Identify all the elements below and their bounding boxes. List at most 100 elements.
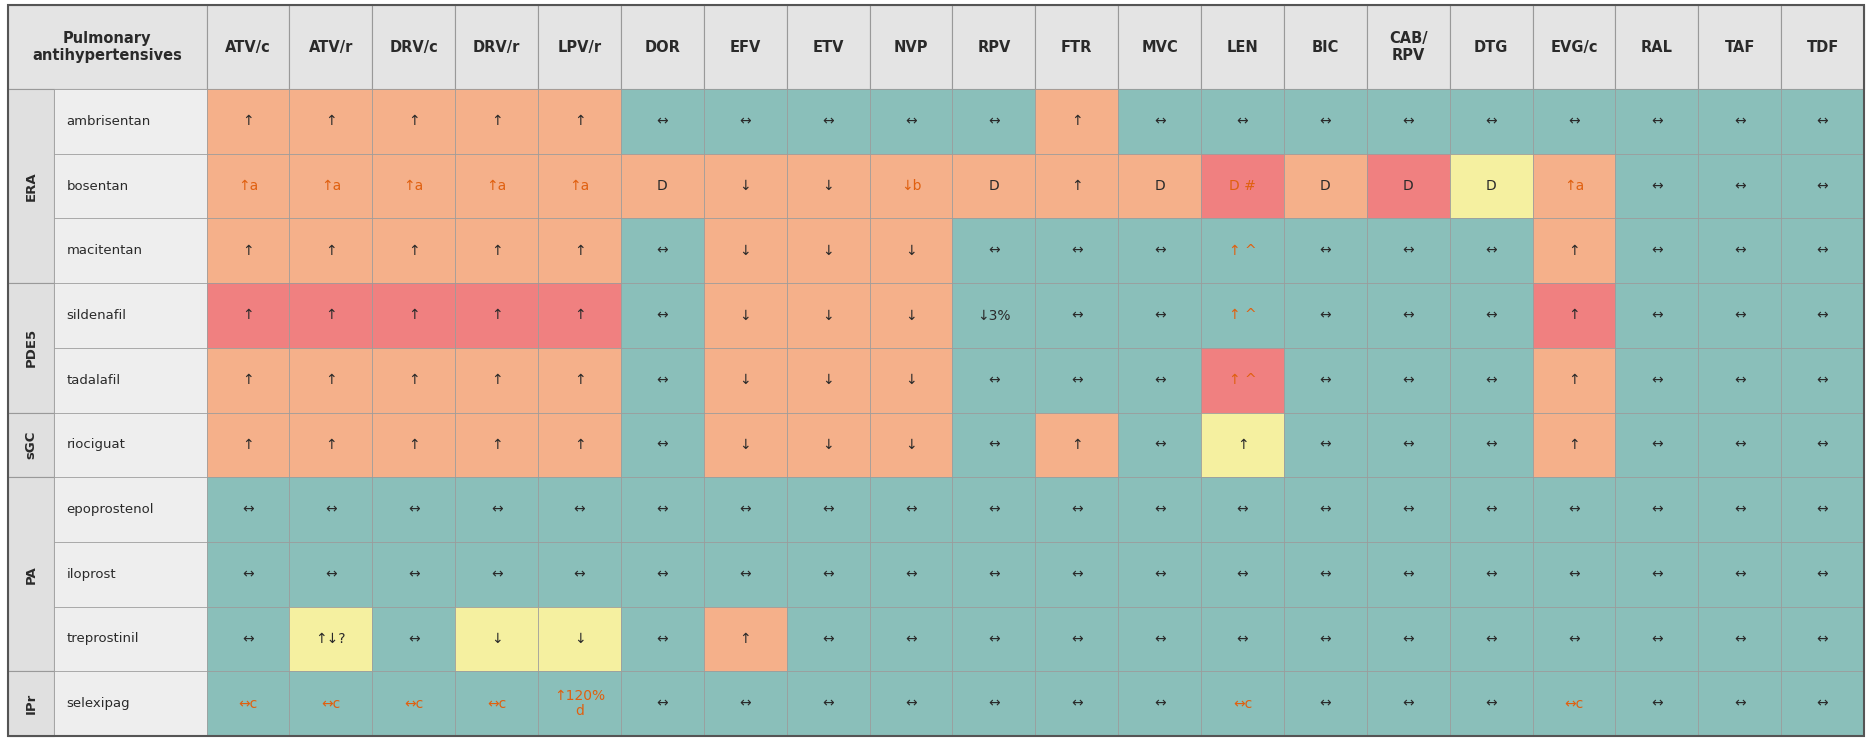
Text: ↔: ↔	[657, 697, 668, 711]
Text: LEN: LEN	[1226, 39, 1258, 55]
Text: sGC: sGC	[24, 431, 37, 459]
Text: ↔: ↔	[1071, 373, 1082, 388]
Text: ↑: ↑	[326, 308, 337, 322]
Bar	[290, 348, 373, 413]
Text: ↔: ↔	[241, 568, 255, 581]
Text: ↔: ↔	[1320, 438, 1331, 452]
Bar	[7, 5, 206, 89]
Bar	[455, 283, 537, 348]
Bar	[1449, 154, 1533, 219]
Text: ↑: ↑	[408, 114, 419, 128]
Text: ↔: ↔	[1071, 697, 1082, 711]
Text: ↔: ↔	[1320, 632, 1331, 646]
Bar	[537, 671, 622, 736]
Bar	[1616, 477, 1698, 542]
Text: epoprostenol: epoprostenol	[66, 503, 154, 516]
Text: ↔: ↔	[1733, 632, 1745, 646]
Text: ↑↓?: ↑↓?	[316, 632, 346, 646]
Text: ↔: ↔	[1153, 114, 1166, 128]
Text: ↔: ↔	[1816, 373, 1829, 388]
Bar	[622, 219, 704, 283]
Bar	[953, 671, 1035, 736]
Text: D: D	[988, 179, 1000, 193]
Text: ↔: ↔	[1320, 373, 1331, 388]
Text: ↔: ↔	[1071, 632, 1082, 646]
Bar	[1202, 477, 1284, 542]
Bar	[373, 89, 455, 154]
Text: ↔: ↔	[1237, 114, 1249, 128]
Text: ↔: ↔	[1402, 568, 1413, 581]
Bar	[7, 283, 54, 413]
Text: ↔: ↔	[988, 114, 1000, 128]
Bar	[537, 348, 622, 413]
Text: ↔: ↔	[1484, 697, 1498, 711]
Text: selexipag: selexipag	[66, 697, 129, 710]
Bar	[953, 89, 1035, 154]
Text: ↔: ↔	[1816, 179, 1829, 193]
Bar	[1698, 219, 1780, 283]
Text: ↑: ↑	[408, 244, 419, 258]
Text: ↔: ↔	[1733, 179, 1745, 193]
Bar	[1284, 671, 1367, 736]
Text: ↔: ↔	[408, 502, 419, 516]
Text: ↔: ↔	[1816, 502, 1829, 516]
Bar	[1780, 5, 1865, 89]
Text: ↔: ↔	[906, 568, 917, 581]
Text: ↑: ↑	[1071, 438, 1082, 452]
Bar	[704, 607, 786, 671]
Text: ↑: ↑	[1569, 373, 1580, 388]
Text: ↔: ↔	[1237, 502, 1249, 516]
Text: ↔: ↔	[822, 568, 833, 581]
Text: ↔: ↔	[1402, 114, 1413, 128]
Text: ↔: ↔	[822, 697, 833, 711]
Text: ↑: ↑	[490, 244, 502, 258]
Text: ↔: ↔	[988, 568, 1000, 581]
Text: ↔: ↔	[1651, 568, 1662, 581]
Bar	[1035, 671, 1118, 736]
Bar	[373, 607, 455, 671]
Bar	[290, 154, 373, 219]
Text: ↔: ↔	[1651, 438, 1662, 452]
Text: ETV: ETV	[812, 39, 844, 55]
Bar	[1616, 219, 1698, 283]
Bar	[1780, 413, 1865, 477]
Bar	[704, 5, 786, 89]
Text: ↑: ↑	[326, 438, 337, 452]
Text: ↑: ↑	[573, 114, 586, 128]
Text: TDF: TDF	[1806, 39, 1838, 55]
Bar	[1449, 283, 1533, 348]
Bar	[455, 413, 537, 477]
Bar	[1284, 542, 1367, 607]
Bar	[786, 671, 870, 736]
Bar	[1780, 542, 1865, 607]
Bar	[1202, 607, 1284, 671]
Bar	[1118, 542, 1202, 607]
Text: ↓b: ↓b	[900, 179, 921, 193]
Text: ↔: ↔	[1484, 502, 1498, 516]
Text: ↔: ↔	[988, 244, 1000, 258]
Bar	[455, 5, 537, 89]
Text: DRV/c: DRV/c	[389, 39, 438, 55]
Text: ↔: ↔	[1733, 568, 1745, 581]
Bar	[290, 607, 373, 671]
Bar	[1780, 283, 1865, 348]
Text: macitentan: macitentan	[66, 245, 142, 257]
Bar	[373, 283, 455, 348]
Bar	[290, 219, 373, 283]
Text: ↑: ↑	[573, 373, 586, 388]
Bar	[953, 477, 1035, 542]
Bar	[1284, 283, 1367, 348]
Text: D #: D #	[1230, 179, 1256, 193]
Bar	[622, 154, 704, 219]
Bar	[870, 348, 953, 413]
Text: ↑: ↑	[1071, 179, 1082, 193]
Bar	[1698, 89, 1780, 154]
Text: ↔: ↔	[1484, 244, 1498, 258]
Bar	[704, 219, 786, 283]
Text: ↔: ↔	[1816, 697, 1829, 711]
Text: ↔: ↔	[657, 632, 668, 646]
Text: ↔: ↔	[988, 697, 1000, 711]
Bar	[1367, 413, 1449, 477]
Text: ↑a: ↑a	[569, 179, 590, 193]
Text: ↓: ↓	[739, 438, 751, 452]
